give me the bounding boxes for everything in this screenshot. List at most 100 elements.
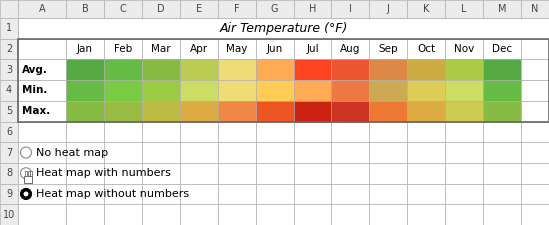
Bar (180, 18, 217, 39)
Text: Apr: Apr (189, 44, 208, 54)
Bar (483, 101, 521, 122)
Text: G: G (271, 4, 278, 14)
Bar (104, 204, 142, 225)
Bar (180, 142, 217, 163)
Bar (369, 59, 407, 80)
Bar (66, 0, 104, 18)
Bar (294, 0, 332, 18)
Bar (369, 204, 407, 225)
Bar (217, 0, 256, 18)
Bar (180, 39, 217, 59)
Bar (217, 80, 256, 101)
Bar (445, 18, 483, 39)
Bar (294, 80, 332, 101)
Text: J: J (387, 4, 390, 14)
Circle shape (20, 168, 31, 179)
Bar (18, 18, 549, 39)
Bar (66, 142, 104, 163)
Bar (294, 59, 332, 80)
Bar (256, 59, 294, 80)
Bar (407, 101, 445, 122)
Bar (369, 39, 407, 59)
Bar (180, 39, 217, 59)
Bar (142, 18, 180, 39)
Bar (332, 163, 369, 184)
Bar (483, 0, 521, 18)
Text: Mar: Mar (151, 44, 171, 54)
Bar (217, 59, 256, 80)
Bar (294, 80, 332, 101)
Bar (18, 39, 66, 59)
Text: 7: 7 (6, 148, 12, 157)
Text: C: C (120, 4, 126, 14)
Bar (407, 59, 445, 80)
Bar (483, 80, 521, 101)
Text: No heat map: No heat map (36, 148, 108, 157)
Bar (521, 80, 549, 101)
Bar (332, 204, 369, 225)
Bar (256, 80, 294, 101)
Bar (294, 101, 332, 122)
Bar (0, 18, 18, 39)
Bar (407, 101, 445, 122)
Bar (0, 184, 18, 204)
Bar (332, 59, 369, 80)
Bar (0, 101, 18, 122)
Bar (66, 101, 104, 122)
Bar (369, 101, 407, 122)
Bar (369, 18, 407, 39)
Bar (217, 204, 256, 225)
Bar (521, 101, 549, 122)
Text: Air Temperature (°F): Air Temperature (°F) (219, 22, 348, 35)
Bar (18, 39, 66, 59)
Bar (407, 163, 445, 184)
Bar (180, 101, 217, 122)
Bar (217, 39, 256, 59)
Bar (104, 59, 142, 80)
Bar (445, 39, 483, 59)
Bar (18, 122, 66, 142)
Bar (407, 39, 445, 59)
Bar (521, 163, 549, 184)
Bar (294, 59, 332, 80)
Bar (332, 80, 369, 101)
Bar (369, 122, 407, 142)
Bar (332, 142, 369, 163)
Bar (217, 163, 256, 184)
Bar (0, 0, 18, 18)
Bar (483, 39, 521, 59)
Text: Max.: Max. (22, 106, 51, 116)
Bar (27, 171, 30, 176)
Bar (180, 101, 217, 122)
Bar (294, 122, 332, 142)
Bar (256, 59, 294, 80)
Circle shape (20, 147, 31, 158)
Text: 1: 1 (6, 23, 12, 33)
Text: Nov: Nov (454, 44, 474, 54)
Bar (180, 59, 217, 80)
Bar (0, 142, 18, 163)
Bar (256, 80, 294, 101)
Bar (66, 59, 104, 80)
Bar (294, 184, 332, 204)
Bar (24, 176, 32, 183)
Bar (104, 0, 142, 18)
Text: Aug: Aug (340, 44, 361, 54)
Bar (66, 59, 104, 80)
Bar (18, 59, 66, 80)
Bar (256, 39, 294, 59)
Bar (521, 59, 549, 80)
Bar (0, 204, 18, 225)
Bar (332, 101, 369, 122)
Bar (407, 80, 445, 101)
Bar (180, 0, 217, 18)
Text: 4: 4 (6, 86, 12, 95)
Bar (256, 142, 294, 163)
Bar (18, 59, 66, 80)
Bar (0, 59, 18, 80)
Bar (104, 101, 142, 122)
Bar (369, 0, 407, 18)
Bar (483, 101, 521, 122)
Bar (104, 184, 142, 204)
Bar (483, 18, 521, 39)
